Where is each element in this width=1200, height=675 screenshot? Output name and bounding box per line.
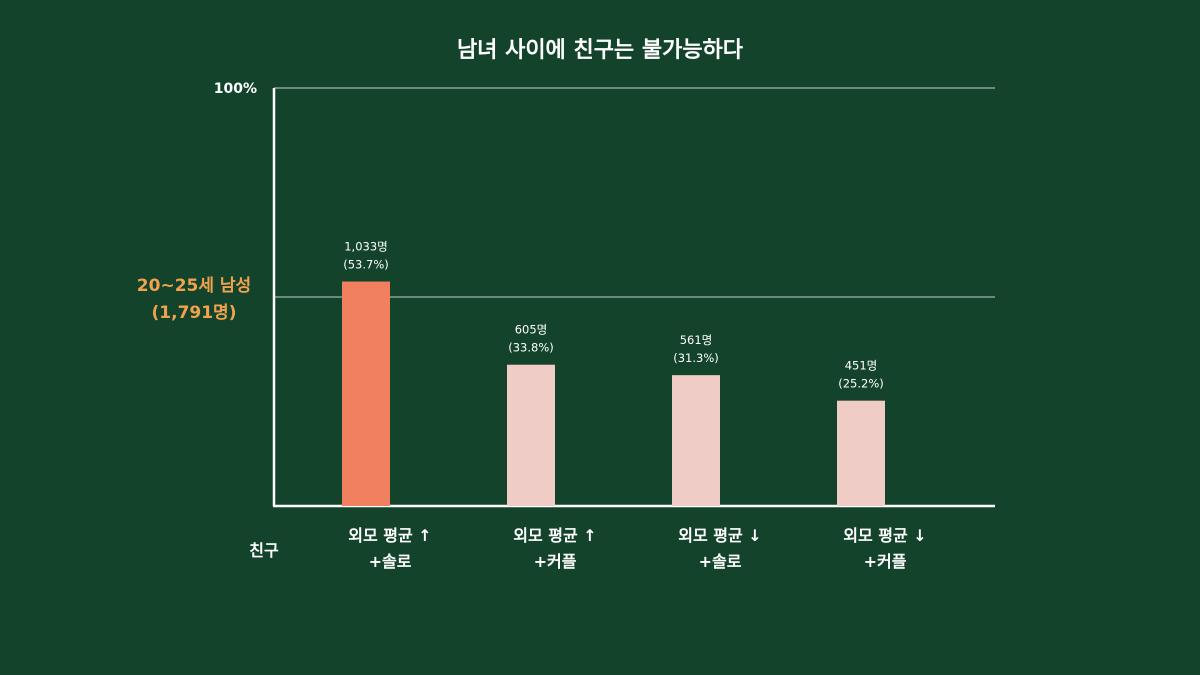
bar-4 xyxy=(837,400,885,506)
chart-title: 남녀 사이에 친구는 불가능하다 xyxy=(457,38,744,63)
data-label-1-line-2: (53.7%) xyxy=(343,258,389,272)
data-label-3-line-2: (31.3%) xyxy=(673,351,719,365)
data-label-1-line-1: 1,033명 xyxy=(344,240,388,254)
category-label-2-line-2: +커플 xyxy=(534,552,577,571)
category-label-1-line-1: 외모 평균 ↑ xyxy=(348,526,431,545)
reference-label-line-1: 20~25세 남성 xyxy=(137,276,251,296)
category-label-4-line-1: 외모 평균 ↓ xyxy=(843,526,926,545)
data-label-2-line-2: (33.8%) xyxy=(508,341,554,355)
category-label-1-line-2: +솔로 xyxy=(369,552,412,571)
category-label-3-line-1: 외모 평균 ↓ xyxy=(678,526,761,545)
x-row-label: 친구 xyxy=(249,541,279,560)
category-label-2-line-1: 외모 평균 ↑ xyxy=(513,526,596,545)
reference-label-line-2: (1,791명) xyxy=(152,303,237,323)
bar-3 xyxy=(672,375,720,506)
data-label-4-line-1: 451명 xyxy=(845,359,878,373)
y-tick-label-top: 100% xyxy=(214,81,257,97)
category-label-3-line-2: +솔로 xyxy=(699,552,742,571)
data-label-3-line-1: 561명 xyxy=(680,333,713,347)
bar-1 xyxy=(342,281,390,506)
category-label-4-line-2: +커플 xyxy=(864,552,907,571)
bar-2 xyxy=(507,364,555,506)
data-label-4-line-2: (25.2%) xyxy=(838,377,884,391)
data-label-2-line-1: 605명 xyxy=(515,323,548,337)
bars-group: 1,033명 (53.7%) 외모 평균 ↑ +솔로 605명 (33.8%) 외모 평균 … xyxy=(342,240,927,571)
